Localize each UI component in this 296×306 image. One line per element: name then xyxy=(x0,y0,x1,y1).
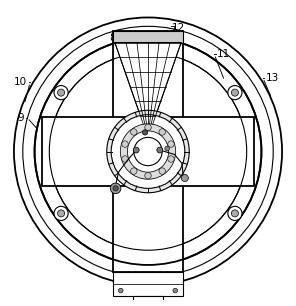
Text: 10: 10 xyxy=(14,77,27,87)
Circle shape xyxy=(120,124,176,179)
Circle shape xyxy=(54,86,68,100)
Text: 13: 13 xyxy=(266,73,279,83)
Circle shape xyxy=(168,156,174,162)
Circle shape xyxy=(173,288,178,293)
Bar xyxy=(113,272,183,296)
Circle shape xyxy=(127,131,169,172)
Circle shape xyxy=(131,168,137,174)
Circle shape xyxy=(111,115,185,188)
Circle shape xyxy=(181,174,188,181)
Circle shape xyxy=(118,288,123,293)
Circle shape xyxy=(231,210,239,217)
Circle shape xyxy=(159,129,165,135)
Bar xyxy=(113,31,183,272)
Circle shape xyxy=(145,173,151,179)
Circle shape xyxy=(113,186,118,191)
Circle shape xyxy=(142,130,148,135)
Text: 12: 12 xyxy=(172,23,185,33)
Circle shape xyxy=(57,89,65,96)
Circle shape xyxy=(133,147,139,153)
Circle shape xyxy=(107,110,189,193)
Circle shape xyxy=(54,206,68,220)
Circle shape xyxy=(228,206,242,220)
Circle shape xyxy=(122,141,128,147)
Circle shape xyxy=(110,183,121,194)
Circle shape xyxy=(159,168,165,174)
Circle shape xyxy=(131,129,137,135)
Polygon shape xyxy=(115,43,181,131)
Circle shape xyxy=(228,86,242,100)
Circle shape xyxy=(157,147,163,153)
Bar xyxy=(42,117,254,186)
Circle shape xyxy=(57,210,65,217)
Circle shape xyxy=(165,146,170,151)
Circle shape xyxy=(134,137,162,166)
Text: 9: 9 xyxy=(18,113,24,123)
Circle shape xyxy=(168,141,174,147)
Bar xyxy=(113,31,183,43)
Bar xyxy=(133,296,163,306)
Circle shape xyxy=(145,124,151,131)
Circle shape xyxy=(122,156,128,162)
Text: 11: 11 xyxy=(217,49,231,59)
Circle shape xyxy=(231,89,239,96)
Text: 8: 8 xyxy=(109,33,116,43)
Text: 7: 7 xyxy=(169,26,175,36)
